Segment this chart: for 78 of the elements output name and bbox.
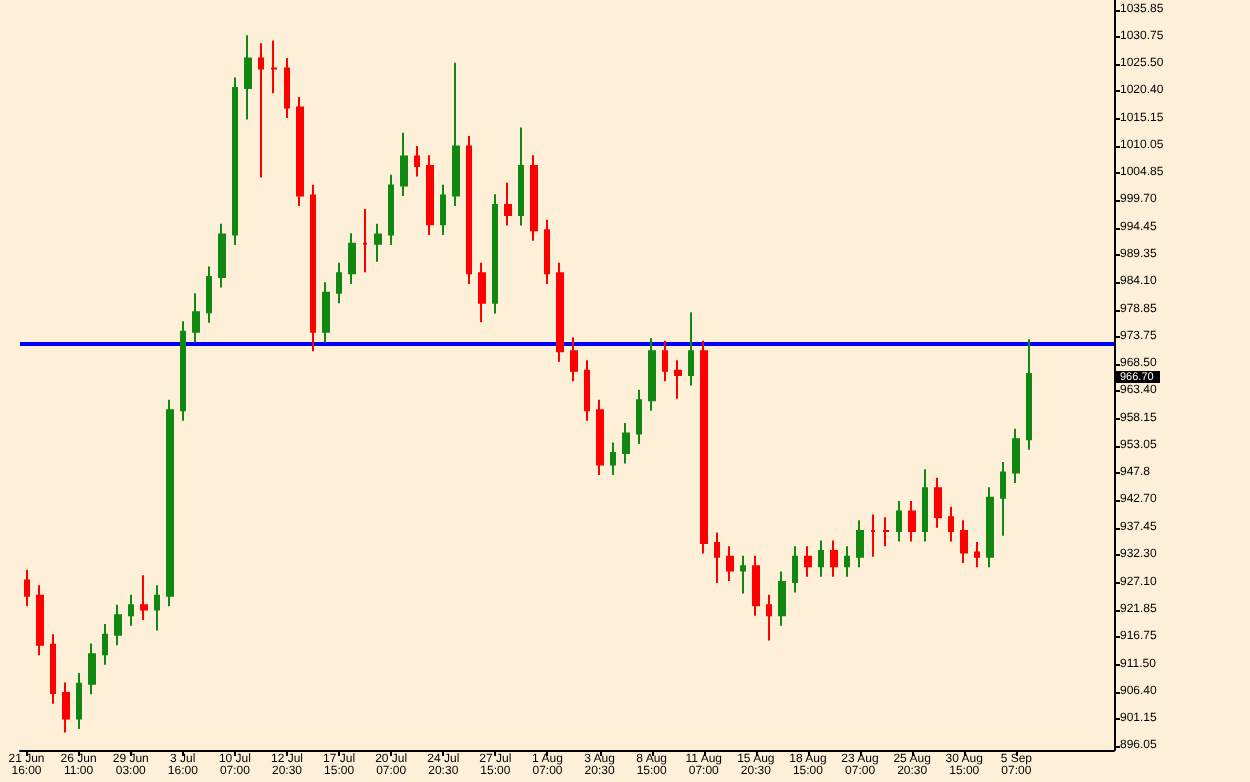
candlestick (362, 208, 368, 274)
candlestick (960, 519, 968, 565)
candlestick (948, 505, 954, 543)
candlestick (896, 499, 902, 543)
candlestick (610, 441, 616, 477)
candlestick (908, 499, 916, 543)
candlestick (766, 593, 772, 642)
candlestick (478, 261, 486, 324)
candlestick (62, 681, 70, 734)
candlestick (792, 545, 798, 594)
candlestick (870, 513, 876, 558)
candlestick (622, 421, 630, 465)
candlestick (856, 519, 864, 569)
candlestick (882, 516, 890, 548)
candlestick (740, 554, 746, 595)
candlestick (518, 126, 524, 227)
candlestick (636, 388, 642, 445)
candlestick (504, 181, 512, 227)
candlestick (180, 320, 186, 422)
candlestick (258, 42, 264, 179)
candlestick (688, 311, 694, 387)
candlestick (36, 584, 44, 657)
candlestick (192, 292, 200, 344)
candlestick (426, 154, 434, 236)
candlestick (452, 61, 460, 207)
candlestick (102, 623, 108, 666)
candlestick (674, 359, 682, 400)
candlestick (1026, 338, 1032, 451)
candlestick (570, 336, 578, 383)
candlestick (530, 154, 538, 242)
candlestick (166, 398, 174, 608)
candlestick (492, 193, 498, 315)
candlestick (154, 584, 160, 632)
candlestick (128, 593, 134, 627)
candlestick (414, 144, 420, 178)
candlestick (206, 265, 212, 324)
candlestick (974, 540, 980, 569)
candlestick (804, 545, 812, 578)
candlestick (348, 232, 356, 285)
candlestick (752, 554, 760, 617)
candlestick (556, 261, 564, 363)
candlestick (726, 545, 734, 582)
candlestick (922, 468, 928, 543)
candlestick (440, 183, 446, 236)
candlestick (584, 359, 590, 422)
candlestick (818, 539, 824, 578)
candlestick (596, 398, 604, 477)
candlestick (388, 173, 394, 246)
candlestick (218, 222, 226, 289)
candlestick (544, 218, 550, 285)
candlestick (374, 222, 382, 263)
candlestick (270, 39, 278, 95)
candlestick (830, 539, 838, 578)
candlestick (662, 339, 668, 383)
candlestick (648, 337, 656, 412)
candlestick (1012, 427, 1020, 484)
candlestick (284, 56, 290, 119)
candlestick (24, 568, 30, 608)
candlestick (296, 95, 304, 207)
candlestick (232, 76, 238, 246)
candlestick (400, 131, 408, 197)
candlestick (88, 642, 96, 696)
candlestick (244, 34, 252, 121)
candlestick (76, 672, 82, 730)
candlestick (336, 261, 342, 305)
candlestick (986, 486, 994, 569)
candlestick (1000, 460, 1006, 537)
candlestick (466, 134, 472, 285)
candlestick (844, 545, 850, 578)
candlestick (778, 570, 786, 627)
candlestick (310, 183, 316, 353)
candlestick (714, 531, 720, 585)
candlestick (140, 574, 148, 621)
candlestick (50, 633, 56, 705)
candlestick (700, 339, 708, 555)
candlestick (322, 281, 330, 344)
candlestick (114, 603, 122, 647)
candlestick (934, 476, 942, 529)
